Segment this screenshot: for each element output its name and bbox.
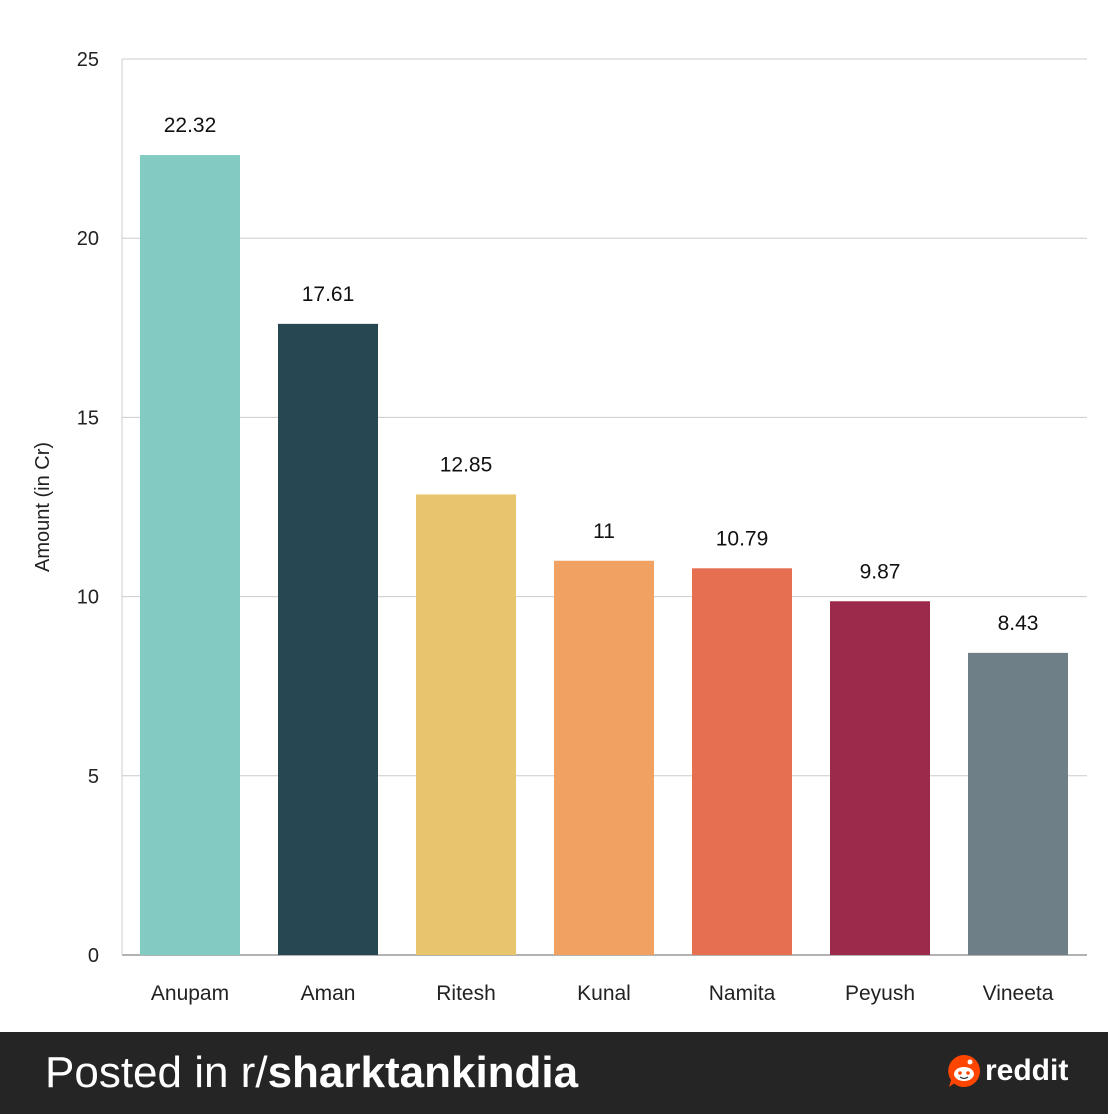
x-tick-label: Vineeta bbox=[983, 982, 1054, 1005]
data-label: 17.61 bbox=[302, 283, 355, 306]
x-tick-label: Ritesh bbox=[436, 982, 496, 1005]
x-tick-label: Namita bbox=[709, 982, 776, 1005]
y-tick-label: 10 bbox=[77, 587, 99, 609]
data-label: 12.85 bbox=[440, 453, 493, 476]
y-tick-label: 15 bbox=[77, 407, 99, 429]
data-label: 8.43 bbox=[998, 612, 1039, 635]
x-tick-label: Aman bbox=[301, 982, 356, 1005]
bar-kunal bbox=[554, 560, 654, 955]
y-tick-label: 5 bbox=[88, 766, 99, 788]
posted-in-text: Posted in r/sharktankindia bbox=[45, 1048, 578, 1098]
bar-ritesh bbox=[416, 494, 516, 955]
bar-namita bbox=[692, 568, 792, 955]
y-axis-label: Amount (in Cr) bbox=[32, 442, 54, 572]
y-tick-label: 25 bbox=[77, 49, 99, 71]
posted-prefix: Posted in r/ bbox=[45, 1048, 268, 1097]
reddit-wordmark: reddit bbox=[985, 1054, 1069, 1087]
data-label: 10.79 bbox=[716, 527, 769, 550]
bar-vineeta bbox=[968, 652, 1068, 955]
data-label: 11 bbox=[593, 520, 615, 543]
y-tick-label: 0 bbox=[88, 945, 99, 967]
data-label: 9.87 bbox=[860, 560, 901, 583]
bar-aman bbox=[278, 323, 378, 955]
bar-anupam bbox=[140, 155, 240, 955]
reddit-snoo-icon bbox=[948, 1055, 980, 1087]
reddit-logo[interactable]: reddit bbox=[947, 1054, 1068, 1088]
x-tick-label: Peyush bbox=[845, 982, 915, 1005]
bar-chart: 0 5 10 15 20 25 22.32 Anupam 17.61 Aman 12.85 Rite… bbox=[32, 49, 1087, 1005]
y-tick-label: 20 bbox=[77, 228, 99, 250]
subreddit-link[interactable]: sharktankindia bbox=[267, 1048, 579, 1097]
x-tick-label: Kunal bbox=[577, 982, 631, 1005]
footer-bar: Posted in r/sharktankindia reddit bbox=[0, 1032, 1108, 1114]
data-label: 22.32 bbox=[164, 114, 217, 137]
x-tick-label: Anupam bbox=[151, 982, 229, 1005]
bar-peyush bbox=[830, 601, 930, 955]
